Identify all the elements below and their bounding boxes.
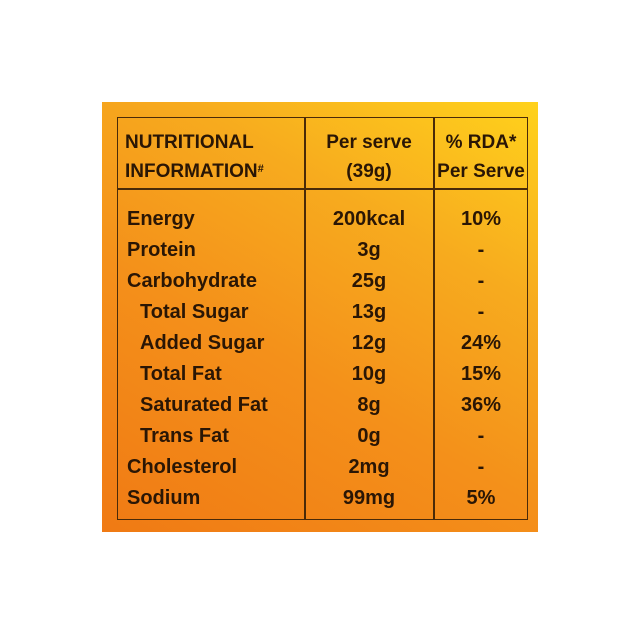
nutrient-name: Total Sugar	[140, 301, 249, 323]
nutrient-value: 10g	[351, 363, 387, 385]
header-text: Per Serve	[437, 161, 525, 182]
column-divider	[304, 118, 306, 519]
header-text: % RDA*	[445, 132, 517, 153]
nutrient-name: Protein	[127, 239, 196, 261]
nutrient-rda: -	[477, 270, 485, 292]
nutrition-table: NUTRITIONAL INFORMATION# Per serve (39g)…	[117, 117, 528, 520]
nutrient-value: 12g	[351, 332, 387, 354]
header-text: Per serve	[326, 132, 412, 153]
header-text: INFORMATION	[125, 161, 258, 182]
nutrient-rda: 24%	[460, 332, 502, 354]
nutrient-value: 99mg	[342, 487, 396, 509]
nutrient-name: Saturated Fat	[140, 394, 268, 416]
nutrient-rda: -	[477, 425, 485, 447]
nutrient-name: Cholesterol	[127, 456, 238, 478]
nutrient-name: Carbohydrate	[127, 270, 258, 292]
nutrient-value: 200kcal	[332, 208, 406, 230]
table-row: Carbohydrate 25g -	[118, 266, 527, 297]
header-rda: % RDA* Per Serve	[434, 128, 528, 186]
table-row: Protein 3g -	[118, 235, 527, 266]
nutrient-value: 2mg	[348, 456, 390, 478]
header-text: NUTRITIONAL	[125, 132, 254, 153]
nutrient-value: 0g	[357, 425, 381, 447]
table-row: Added Sugar 12g 24%	[118, 328, 527, 359]
nutrient-name: Energy	[127, 208, 195, 230]
table-row: Trans Fat 0g -	[118, 421, 527, 452]
nutrient-rda: -	[477, 301, 485, 323]
header-per-serve: Per serve (39g)	[305, 128, 433, 186]
nutrition-label-panel: NUTRITIONAL INFORMATION# Per serve (39g)…	[102, 102, 538, 532]
nutrient-rda: -	[477, 239, 485, 261]
nutrient-rda: 5%	[466, 487, 496, 509]
nutrient-rda: -	[477, 456, 485, 478]
header-text: (39g)	[346, 161, 392, 182]
header-nutritional-information: NUTRITIONAL INFORMATION#	[125, 128, 264, 186]
nutrient-value: 8g	[357, 394, 381, 416]
footnote-mark: #	[257, 163, 264, 175]
nutrient-rows: Energy 200kcal 10% Protein 3g - Carbohyd…	[118, 204, 527, 514]
table-row: Total Fat 10g 15%	[118, 359, 527, 390]
table-row: Energy 200kcal 10%	[118, 204, 527, 235]
nutrient-rda: 10%	[460, 208, 502, 230]
table-row: Cholesterol 2mg -	[118, 452, 527, 483]
table-row: Total Sugar 13g -	[118, 297, 527, 328]
nutrient-value: 3g	[357, 239, 381, 261]
nutrient-name: Trans Fat	[140, 425, 229, 447]
table-row: Saturated Fat 8g 36%	[118, 390, 527, 421]
nutrient-rda: 15%	[460, 363, 502, 385]
nutrient-value: 13g	[351, 301, 387, 323]
nutrient-name: Added Sugar	[140, 332, 265, 354]
header-divider	[118, 188, 527, 190]
table-row: Sodium 99mg 5%	[118, 483, 527, 514]
nutrient-name: Total Fat	[140, 363, 222, 385]
nutrient-value: 25g	[351, 270, 387, 292]
nutrient-rda: 36%	[460, 394, 502, 416]
nutrient-name: Sodium	[127, 487, 201, 509]
column-divider	[433, 118, 435, 519]
